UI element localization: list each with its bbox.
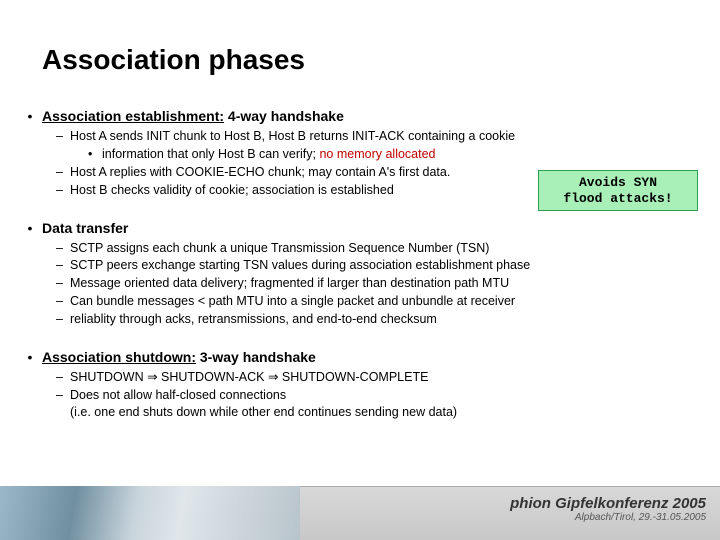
footer-bar: phion Gipfelkonferenz 2005 Alpbach/Tirol…	[0, 486, 720, 540]
dash-icon: –	[56, 182, 70, 199]
section3-heading-text: Association shutdown: 3-way handshake	[42, 349, 316, 365]
dash-icon: –	[56, 240, 70, 257]
callout-line2: flood attacks!	[563, 191, 672, 206]
dash-icon: –	[56, 311, 70, 328]
section2-heading-text: Data transfer	[42, 220, 128, 236]
item-text: Host A replies with COOKIE-ECHO chunk; m…	[70, 164, 450, 181]
conference-title: phion Gipfelkonferenz 2005	[510, 495, 706, 512]
footer-image	[0, 486, 300, 540]
callout-box: Avoids SYN flood attacks!	[538, 170, 698, 211]
section3-heading-under: Association shutdown:	[42, 349, 196, 365]
footer-text: phion Gipfelkonferenz 2005 Alpbach/Tirol…	[510, 495, 706, 523]
item-text: SCTP assigns each chunk a unique Transmi…	[70, 240, 489, 257]
slide-title: Association phases	[42, 44, 305, 76]
bullet-icon: •	[24, 220, 36, 236]
list-item: –SCTP assigns each chunk a unique Transm…	[56, 240, 704, 257]
list-item: –Host A sends INIT chunk to Host B, Host…	[56, 128, 704, 145]
dash-icon: –	[56, 164, 70, 181]
dash-icon: –	[56, 128, 70, 145]
item-text: reliablity through acks, retransmissions…	[70, 311, 437, 328]
item-text: Message oriented data delivery; fragment…	[70, 275, 509, 292]
callout-line1: Avoids SYN	[579, 175, 657, 190]
item-text: information that only Host B can verify;…	[102, 146, 436, 163]
section2-heading: • Data transfer	[24, 220, 704, 236]
item-text: SCTP peers exchange starting TSN values …	[70, 257, 530, 274]
item-text: Host A sends INIT chunk to Host B, Host …	[70, 128, 515, 145]
sub-pre: information that only Host B can verify;	[102, 147, 319, 161]
slide: Association phases • Association establi…	[0, 0, 720, 540]
conference-subtitle: Alpbach/Tirol, 29.-31.05.2005	[510, 512, 706, 523]
section3-heading: • Association shutdown: 3-way handshake	[24, 349, 704, 365]
list-item: –SHUTDOWN ⇒ SHUTDOWN-ACK ⇒ SHUTDOWN-COMP…	[56, 369, 704, 386]
list-item: –SCTP peers exchange starting TSN values…	[56, 257, 704, 274]
section3-heading-rest: 3-way handshake	[196, 349, 316, 365]
bullet-icon: •	[88, 146, 102, 163]
bullet-icon: •	[24, 349, 36, 365]
item-text: Host B checks validity of cookie; associ…	[70, 182, 394, 199]
list-item: –Does not allow half-closed connections …	[56, 387, 704, 421]
item-text: Can bundle messages < path MTU into a si…	[70, 293, 515, 310]
section1-heading-rest: 4-way handshake	[224, 108, 344, 124]
list-item: –Can bundle messages < path MTU into a s…	[56, 293, 704, 310]
section1-heading: • Association establishment: 4-way hands…	[24, 108, 704, 124]
bullet-icon: •	[24, 108, 36, 124]
sub-red: no memory allocated	[319, 147, 435, 161]
item-text: Does not allow half-closed connections (…	[70, 387, 457, 421]
list-item: –Message oriented data delivery; fragmen…	[56, 275, 704, 292]
list-item-sub: •information that only Host B can verify…	[88, 146, 704, 163]
section1-heading-under: Association establishment:	[42, 108, 224, 124]
dash-icon: –	[56, 275, 70, 292]
slide-content: • Association establishment: 4-way hands…	[24, 108, 704, 422]
dash-icon: –	[56, 257, 70, 274]
item-text: SHUTDOWN ⇒ SHUTDOWN-ACK ⇒ SHUTDOWN-COMPL…	[70, 369, 428, 386]
dash-icon: –	[56, 369, 70, 386]
dash-icon: –	[56, 293, 70, 310]
section1-heading-text: Association establishment: 4-way handsha…	[42, 108, 344, 124]
list-item: –reliablity through acks, retransmission…	[56, 311, 704, 328]
dash-icon: –	[56, 387, 70, 404]
